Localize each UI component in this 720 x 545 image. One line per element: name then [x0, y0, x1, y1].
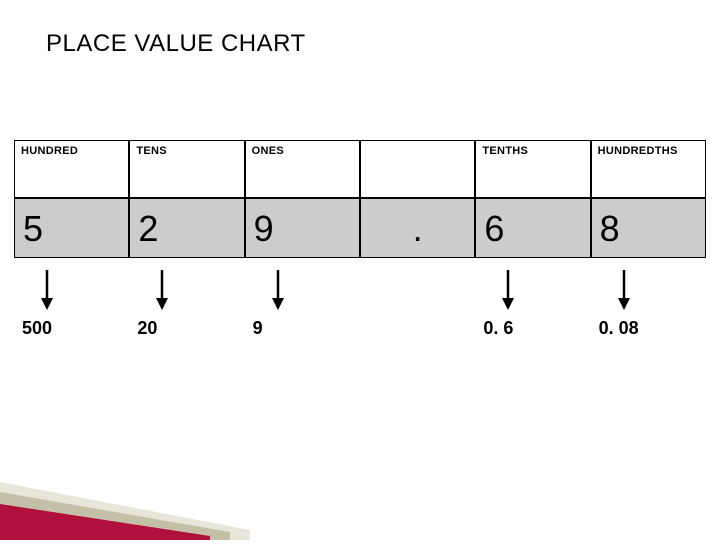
value-text: 9: [253, 318, 263, 338]
digit-tens: 2: [129, 198, 244, 258]
digit-row: 5 2 9 . 6 8: [14, 198, 706, 258]
digit-hundredths: 8: [591, 198, 706, 258]
header-tenths: TENTHS: [475, 140, 590, 198]
header-tens: TENS: [129, 140, 244, 198]
arrow-down-icon: [153, 270, 171, 310]
value-tenths: 0. 6: [475, 318, 590, 339]
value-tens: 20: [129, 318, 244, 339]
header-hundredths: HUNDREDTHS: [591, 140, 706, 198]
arrow-down-icon: [615, 270, 633, 310]
place-value-chart: HUNDRED TENS ONES TENTHS HUNDREDTHS 5 2 …: [14, 140, 706, 339]
digit-tenths: 6: [475, 198, 590, 258]
value-hundredths: 0. 08: [591, 318, 706, 339]
digit-hundred: 5: [14, 198, 129, 258]
value-ones: 9: [245, 318, 360, 339]
corner-accent-icon: [0, 470, 260, 540]
digit-ones: 9: [245, 198, 360, 258]
expanded-values-row: 500 20 9 0. 6 0. 08: [14, 318, 706, 339]
value-text: 0. 08: [599, 318, 639, 338]
header-row: HUNDRED TENS ONES TENTHS HUNDREDTHS: [14, 140, 706, 198]
value-hundred: 500: [14, 318, 129, 339]
value-text: 500: [22, 318, 52, 338]
value-text: 0. 6: [483, 318, 513, 338]
arrow-down-icon: [269, 270, 287, 310]
value-text: 20: [137, 318, 157, 338]
header-hundred: HUNDRED: [14, 140, 129, 198]
arrow-down-icon: [499, 270, 517, 310]
header-ones: ONES: [245, 140, 360, 198]
value-decimal: [360, 318, 475, 339]
arrow-down-icon: [38, 270, 56, 310]
chart-title: PLACE VALUE CHART: [46, 30, 306, 58]
header-decimal: [360, 140, 475, 198]
digit-decimal-point: .: [360, 198, 475, 258]
